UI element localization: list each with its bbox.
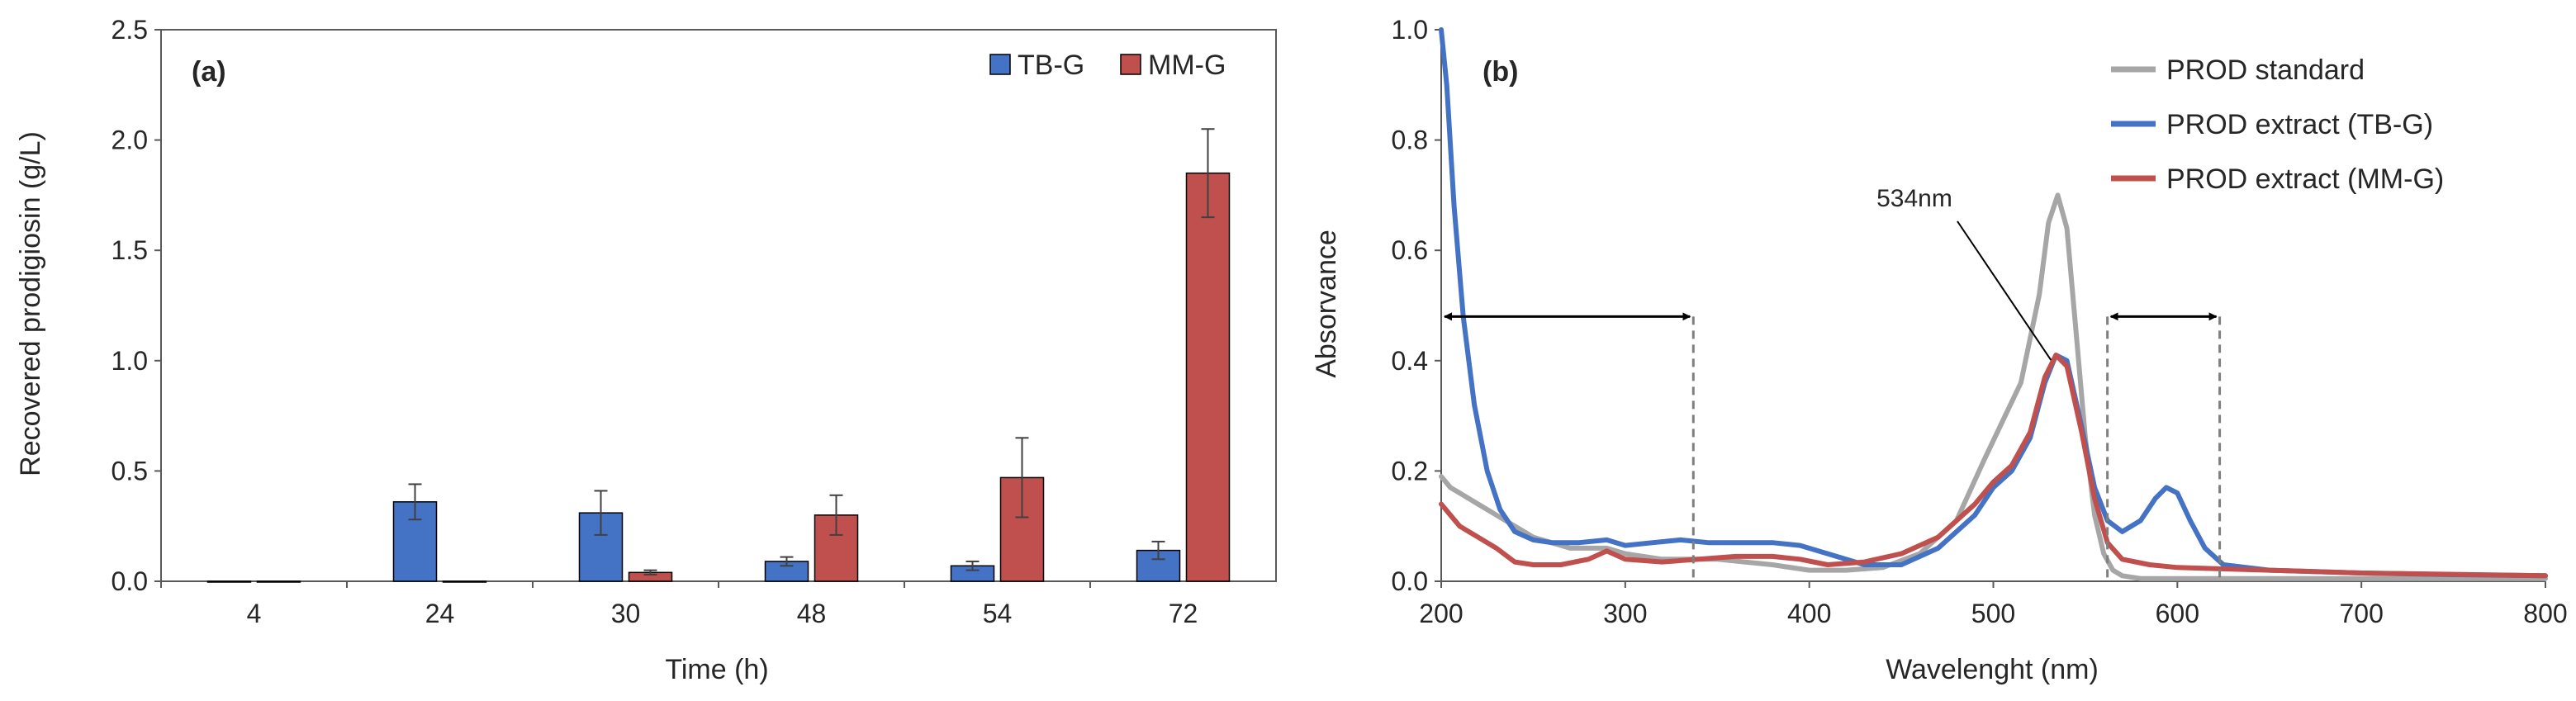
y-tick-label-a: 0.5	[111, 456, 148, 485]
y-tick-label-a: 2.5	[111, 15, 148, 45]
legend-swatch-tbg	[989, 54, 1011, 75]
y-tick-label-a: 0.0	[111, 566, 148, 596]
legend-label-tbg: TB-G	[1018, 50, 1084, 81]
series-line-prod-extract-tb-g-	[1439, 27, 2548, 579]
chart-a-plot-elements: 0.0 0.5 1.0 1.5 2.0 2.5 4 24 30 48 54 72	[111, 15, 1277, 628]
x-tick-label-b: 800	[2523, 599, 2567, 628]
x-tick-label-a: 30	[611, 599, 641, 628]
x-tick-label-b: 600	[2156, 599, 2199, 628]
plot-frame-a	[160, 29, 1277, 582]
x-tick-label-b: 400	[1787, 599, 1831, 628]
x-tick-label-b: 700	[2339, 599, 2383, 628]
legend-a: TB-G MM-G	[989, 50, 1226, 81]
y-tick-label-a: 1.5	[111, 235, 148, 265]
legend-label-prod-standard: PROD standard	[2166, 54, 2365, 86]
x-tick-label-a: 54	[983, 599, 1013, 628]
bar-mm-g-72	[1185, 172, 1231, 582]
y-tick-label-b: 0.6	[1392, 235, 1428, 265]
legend-b: PROD standard PROD extract (TB-G) PROD e…	[2111, 54, 2444, 195]
legend-label-prod-mmg: PROD extract (MM-G)	[2166, 163, 2444, 195]
x-tick-label-a: 48	[797, 599, 827, 628]
legend-label-mmg: MM-G	[1148, 50, 1226, 81]
chart-a: 0.0 0.5 1.0 1.5 2.0 2.5 4 24 30 48 54 72 (a) Time (…	[15, 15, 1277, 685]
peak-annotation-534nm: 534nm	[1876, 185, 1952, 212]
x-tick-label-a: 24	[425, 599, 455, 628]
peak-leader-line	[1957, 220, 2052, 361]
panel-label-b: (b)	[1483, 56, 1518, 88]
y-tick-label-a: 2.0	[111, 126, 148, 155]
y-tick-label-a: 1.0	[111, 346, 148, 376]
x-tick-label-b: 300	[1603, 599, 1647, 628]
y-axis-label-b: Absorvance	[1311, 230, 1342, 378]
x-tick-label-b: 200	[1419, 599, 1463, 628]
bar-mm-g-4	[256, 580, 301, 583]
y-tick-label-b: 0.0	[1392, 566, 1428, 596]
legend-swatch-mmg	[1120, 54, 1141, 75]
y-tick-label-b: 0.8	[1392, 126, 1428, 155]
x-axis-label-b: Wavelenght (nm)	[1886, 654, 2099, 685]
y-tick-label-b: 0.2	[1392, 456, 1428, 485]
bar-mm-g-24	[442, 580, 487, 583]
x-tick-label-a: 4	[247, 599, 262, 628]
panel-label-a: (a)	[192, 56, 226, 88]
y-axis-label-a: Recovered prodigiosin (g/L)	[15, 131, 46, 476]
bar-tb-g-4	[206, 580, 252, 583]
legend-label-prod-tbg: PROD extract (TB-G)	[2166, 109, 2433, 140]
y-tick-label-b: 0.4	[1392, 346, 1428, 376]
bar-mm-g-48	[814, 514, 859, 582]
x-axis-label-a: Time (h)	[665, 654, 768, 685]
series-line-prod-extract-mm-g-	[1439, 353, 2548, 579]
x-tick-label-a: 72	[1169, 599, 1198, 628]
series-line-prod-standard	[1439, 192, 2548, 581]
x-tick-label-b: 500	[1971, 599, 2015, 628]
chart-b-plot-elements: 0.0 0.2 0.4 0.6 0.8 1.0 200 300 400 500 600 700 800	[1392, 15, 2568, 628]
y-tick-label-b: 1.0	[1392, 15, 1428, 45]
